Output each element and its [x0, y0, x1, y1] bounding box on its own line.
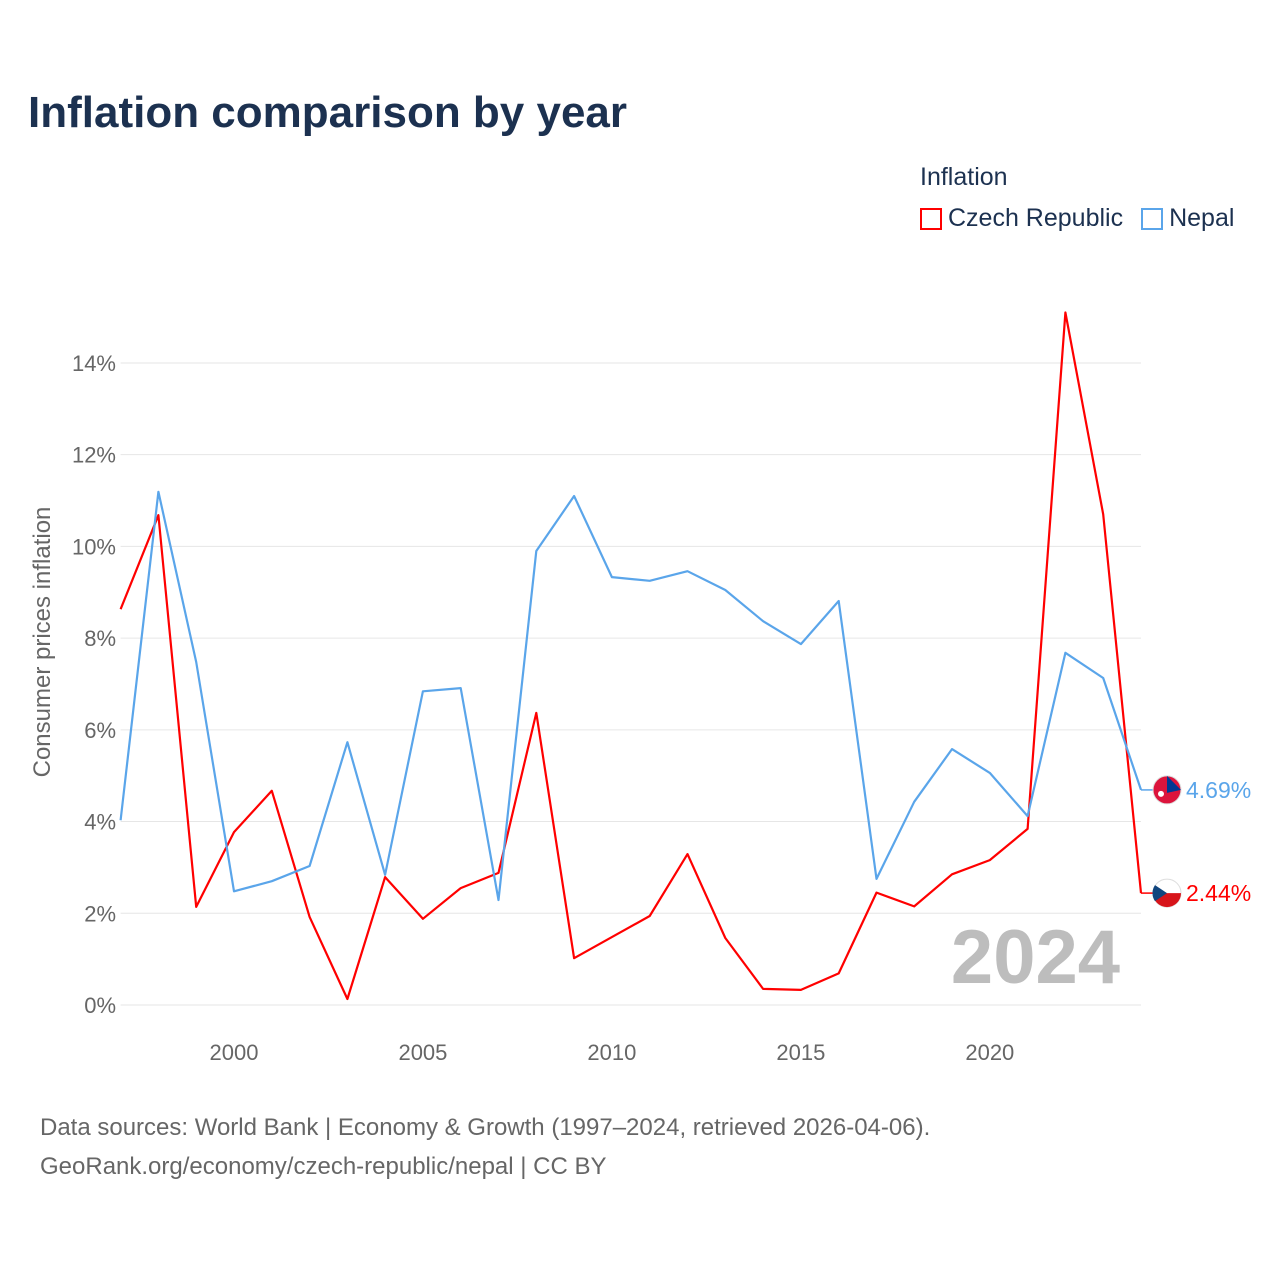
y-tick-label: 10% [72, 534, 116, 559]
x-tick-label: 2010 [587, 1040, 636, 1065]
y-tick-label: 4% [84, 810, 116, 835]
y-tick-label: 2% [84, 901, 116, 926]
y-axis-label: Consumer prices inflation [29, 507, 56, 778]
end-value-label: 2.44% [1186, 880, 1251, 906]
footer: Data sources: World Bank | Economy & Gro… [40, 1108, 930, 1186]
source-link[interactable]: GeoRank.org/economy/czech-republic/nepal… [40, 1153, 607, 1180]
x-tick-label: 2005 [398, 1040, 447, 1065]
legend-label: Nepal [1169, 204, 1235, 232]
x-tick-label: 2015 [776, 1040, 825, 1065]
chart-title: Inflation comparison by year [28, 88, 628, 137]
y-tick-label: 8% [84, 626, 116, 651]
data-source: Data sources: World Bank | Economy & Gro… [40, 1114, 931, 1141]
y-tick-label: 14% [72, 351, 116, 376]
legend-label: Czech Republic [948, 204, 1124, 232]
x-tick-label: 2000 [210, 1040, 259, 1065]
nepal-flag-blue [1167, 775, 1181, 793]
legend-item-nepal[interactable]: Nepal [1141, 204, 1234, 233]
y-tick-label: 0% [84, 993, 116, 1018]
legend-swatch-czech [920, 207, 942, 230]
end-value-label: 4.69% [1186, 777, 1251, 803]
series-line-czech [119, 311, 1143, 1001]
legend-title: Inflation [920, 163, 1008, 191]
czech-flag-triangle [1152, 885, 1167, 902]
legend: Czech Republic Nepal [920, 204, 1234, 233]
legend-swatch-nepal [1141, 207, 1164, 230]
y-tick-label: 6% [84, 718, 116, 743]
series-line-nepal [119, 490, 1143, 902]
nepal-flag-sun [1158, 790, 1164, 797]
legend-item-czech[interactable]: Czech Republic [920, 204, 1123, 233]
y-tick-label: 12% [72, 443, 116, 468]
x-tick-label: 2020 [965, 1040, 1014, 1065]
year-watermark: 2024 [951, 915, 1120, 1000]
